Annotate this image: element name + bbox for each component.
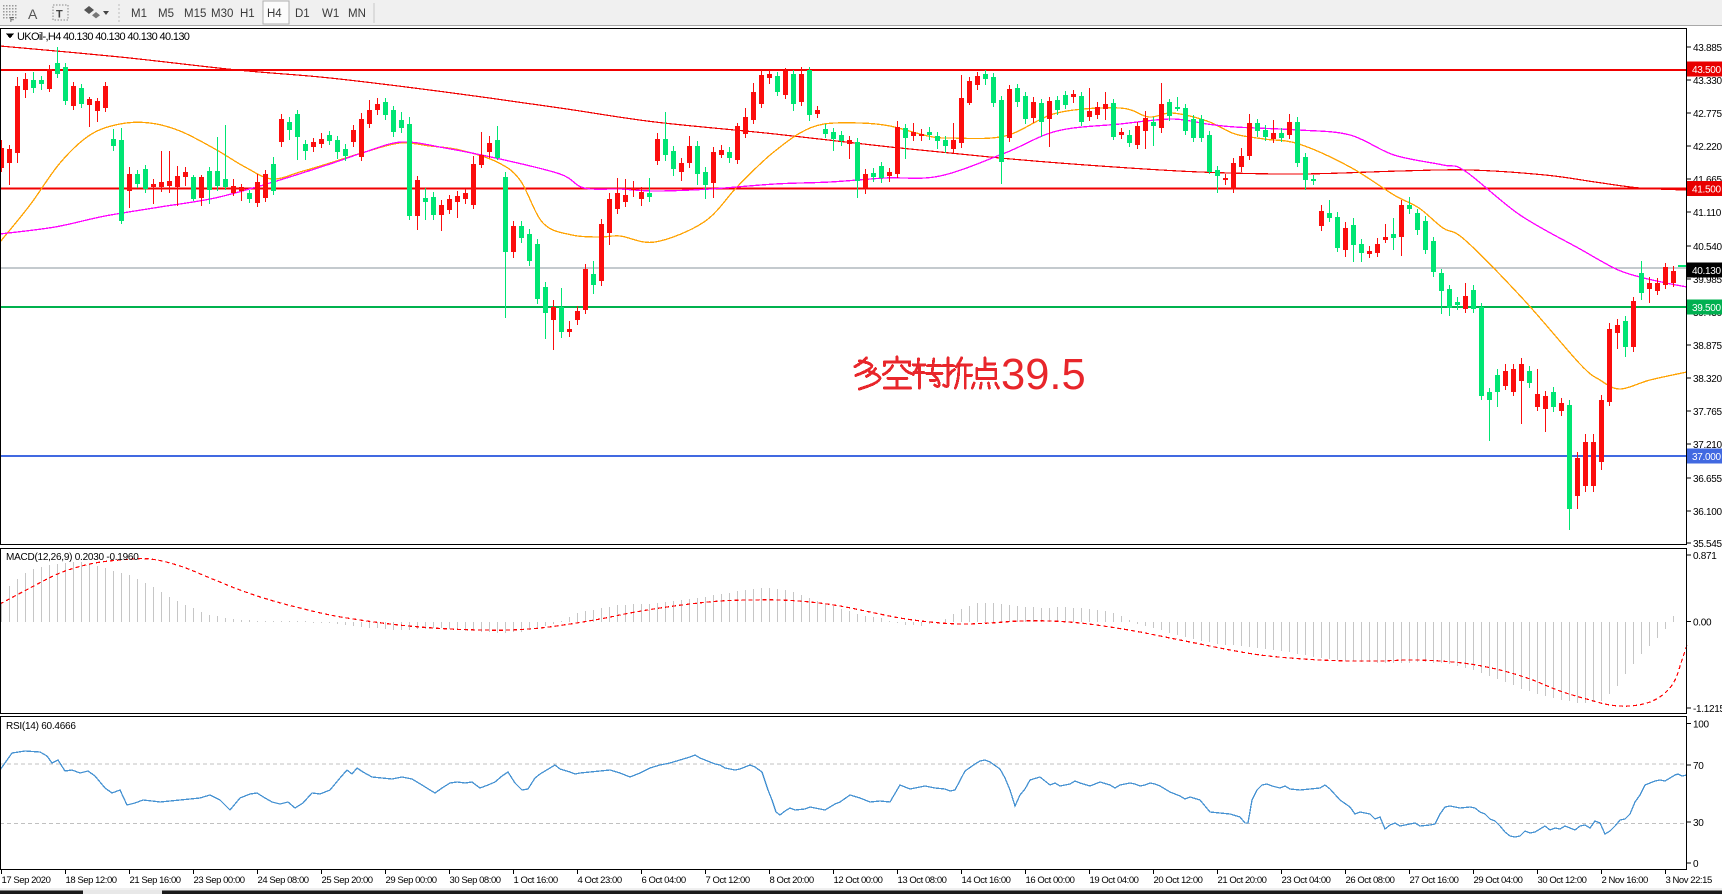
svg-text:40.130: 40.130 [1692,266,1722,277]
svg-text:37.765: 37.765 [1693,407,1722,418]
svg-text:41.665: 41.665 [1693,175,1722,186]
svg-text:14 Oct 16:00: 14 Oct 16:00 [962,875,1011,886]
svg-text:H1: H1 [240,8,255,20]
svg-text:D1: D1 [295,8,310,20]
svg-text:UKOil-,H4 40.130 40.130 40.13: UKOil-,H4 40.130 40.130 40.130 40.130 [17,31,190,43]
svg-text:18 Sep 12:00: 18 Sep 12:00 [66,875,117,886]
svg-text:0.00: 0.00 [1693,618,1712,629]
svg-text:42.220: 42.220 [1693,142,1722,153]
svg-text:30: 30 [1693,818,1704,829]
svg-text:T: T [56,9,63,21]
svg-text:0.871: 0.871 [1693,551,1717,562]
svg-text:23 Oct 04:00: 23 Oct 04:00 [1282,875,1331,886]
svg-text:W1: W1 [322,8,339,20]
svg-text:30 Oct 12:00: 30 Oct 12:00 [1538,875,1587,886]
svg-text:29 Oct 04:00: 29 Oct 04:00 [1474,875,1523,886]
svg-text:M15: M15 [184,8,206,20]
svg-text:39.985: 39.985 [1693,275,1722,286]
svg-text:41.110: 41.110 [1693,208,1722,219]
svg-text:M1: M1 [131,8,147,20]
svg-text:26 Oct 08:00: 26 Oct 08:00 [1346,875,1395,886]
svg-text:A: A [28,6,38,22]
svg-text:H4: H4 [267,8,282,20]
svg-text:38.875: 38.875 [1693,341,1722,352]
svg-text:12 Oct 00:00: 12 Oct 00:00 [834,875,883,886]
svg-text:35.545: 35.545 [1693,539,1722,550]
svg-text:0: 0 [1693,859,1699,870]
svg-text:RSI(14) 60.4666: RSI(14) 60.4666 [6,721,76,732]
svg-text:20 Oct 12:00: 20 Oct 12:00 [1154,875,1203,886]
svg-text:4 Oct 23:00: 4 Oct 23:00 [578,875,622,886]
svg-text:2 Nov 16:00: 2 Nov 16:00 [1602,875,1648,886]
svg-text:7 Oct 12:00: 7 Oct 12:00 [706,875,750,886]
svg-text:1 Oct 16:00: 1 Oct 16:00 [514,875,558,886]
svg-text:M30: M30 [211,8,233,20]
svg-text:42.775: 42.775 [1693,109,1722,120]
svg-text:30 Sep 08:00: 30 Sep 08:00 [450,875,501,886]
svg-text:6 Oct 04:00: 6 Oct 04:00 [642,875,686,886]
svg-text:43.500: 43.500 [1692,65,1722,76]
svg-text:MACD(12,26,9) 0.2030 -0.1960: MACD(12,26,9) 0.2030 -0.1960 [6,552,139,563]
svg-text:3 Nov 22:15: 3 Nov 22:15 [1666,875,1712,886]
svg-text:38.320: 38.320 [1693,374,1722,385]
svg-text:24 Sep 08:00: 24 Sep 08:00 [258,875,309,886]
svg-text:39.5: 39.5 [1001,351,1086,399]
svg-text:23 Sep 00:00: 23 Sep 00:00 [194,875,245,886]
svg-text:21 Sep 16:00: 21 Sep 16:00 [130,875,181,886]
svg-text:29 Sep 00:00: 29 Sep 00:00 [386,875,437,886]
svg-text:16 Oct 00:00: 16 Oct 00:00 [1026,875,1075,886]
svg-text:MN: MN [348,8,366,20]
svg-text:70: 70 [1693,761,1704,772]
svg-text:36.655: 36.655 [1693,474,1722,485]
svg-text:36.100: 36.100 [1693,507,1722,518]
svg-text:25 Sep 20:00: 25 Sep 20:00 [322,875,373,886]
svg-text:100: 100 [1693,720,1710,731]
svg-text:13 Oct 08:00: 13 Oct 08:00 [898,875,947,886]
svg-text:40.540: 40.540 [1693,242,1722,253]
svg-text:-1.1215: -1.1215 [1693,704,1722,715]
svg-text:37.000: 37.000 [1692,452,1722,463]
svg-text:43.885: 43.885 [1693,43,1722,54]
svg-text:17 Sep 2020: 17 Sep 2020 [2,875,51,886]
svg-text:43.330: 43.330 [1693,76,1722,87]
svg-text:39.500: 39.500 [1692,303,1722,314]
svg-text:27 Oct 16:00: 27 Oct 16:00 [1410,875,1459,886]
svg-text:37.210: 37.210 [1693,440,1722,451]
svg-text:41.500: 41.500 [1692,185,1722,196]
svg-text:M5: M5 [158,8,174,20]
svg-text:21 Oct 20:00: 21 Oct 20:00 [1218,875,1267,886]
svg-text:F: F [10,17,14,24]
svg-text:19 Oct 04:00: 19 Oct 04:00 [1090,875,1139,886]
svg-text:8 Oct 20:00: 8 Oct 20:00 [770,875,814,886]
